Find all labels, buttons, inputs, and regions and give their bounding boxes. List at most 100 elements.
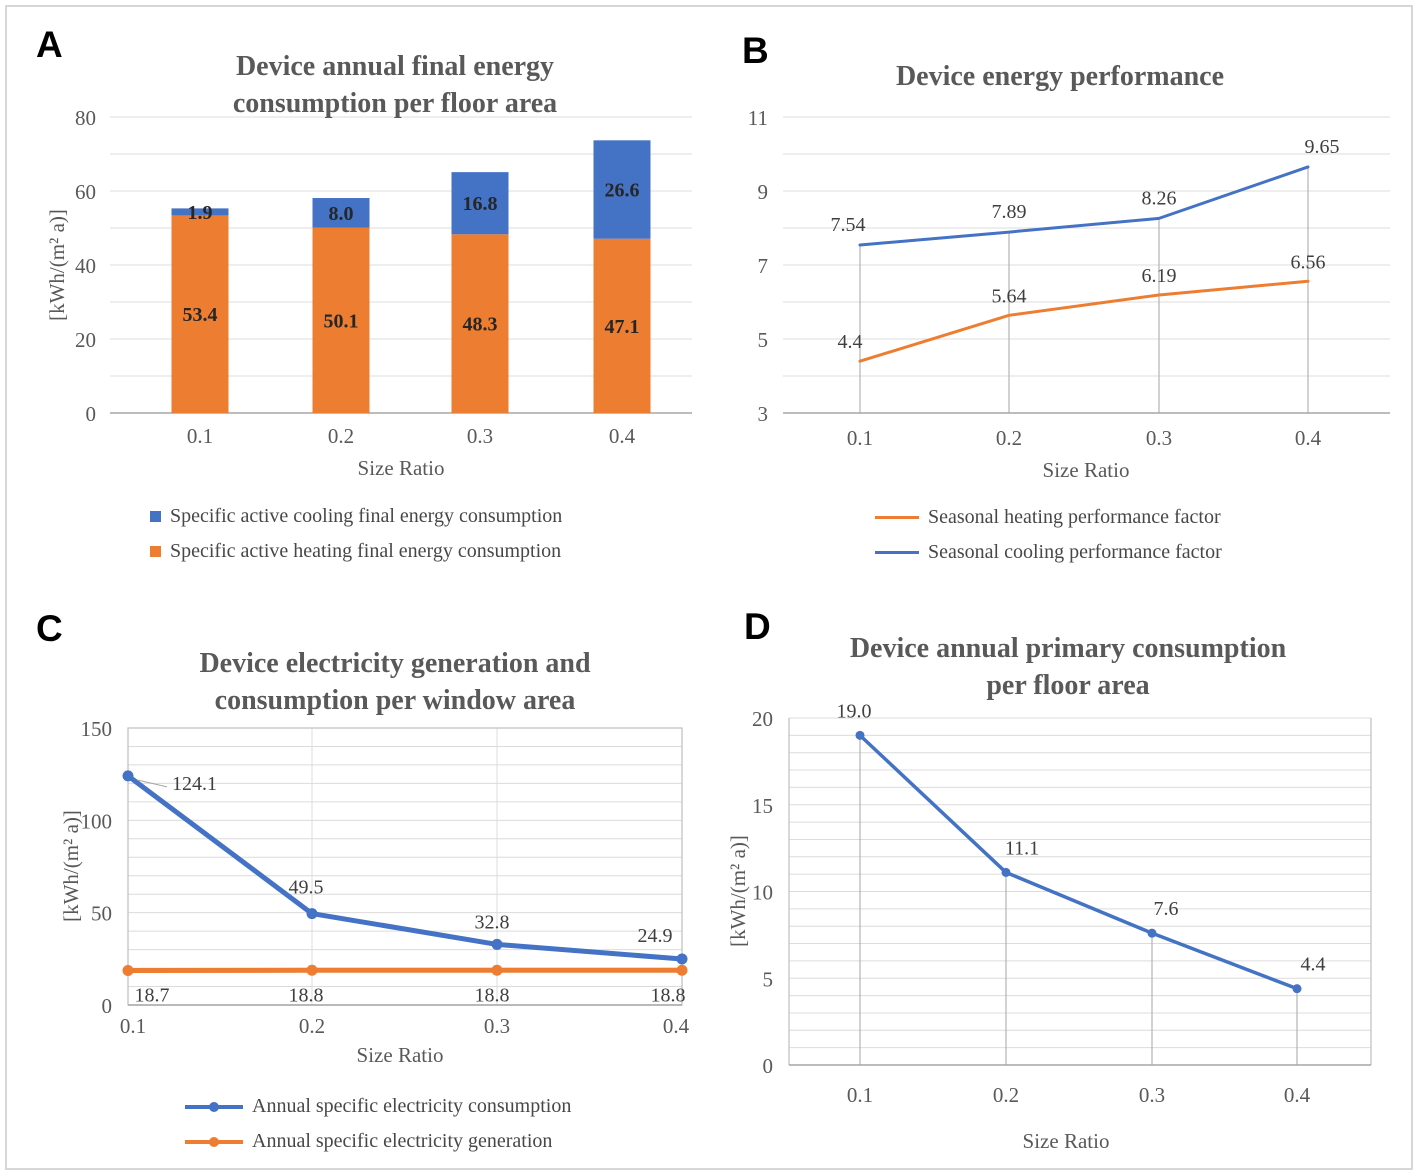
chart-title-c: Device electricity generation and consum…: [199, 648, 591, 716]
svg-text:7.6: 7.6: [1154, 898, 1179, 920]
svg-text:0.2: 0.2: [299, 1014, 325, 1038]
chart-title-d: Device annual primary consumption per fl…: [849, 633, 1287, 701]
svg-text:50: 50: [91, 902, 112, 926]
svg-text:53.4: 53.4: [183, 304, 218, 326]
svg-text:10: 10: [752, 881, 773, 905]
svg-text:0.3: 0.3: [467, 424, 493, 448]
svg-text:18.8: 18.8: [475, 984, 510, 1006]
svg-text:7.54: 7.54: [831, 214, 866, 236]
legend-marker-cooling-line: [875, 551, 919, 554]
svg-text:[kWh/(m² a)]: [kWh/(m² a)]: [59, 810, 83, 922]
svg-text:6.19: 6.19: [1142, 265, 1177, 287]
svg-text:7.89: 7.89: [992, 201, 1027, 223]
svg-text:0.4: 0.4: [663, 1014, 690, 1038]
svg-text:9: 9: [758, 180, 769, 204]
svg-text:0.1: 0.1: [847, 1083, 873, 1107]
svg-text:0.4: 0.4: [1284, 1083, 1311, 1107]
svg-text:150: 150: [81, 717, 113, 741]
svg-text:8.0: 8.0: [329, 203, 354, 225]
legend-label: Seasonal cooling performance factor: [928, 541, 1222, 563]
svg-text:18.8: 18.8: [651, 984, 686, 1006]
legend-panel-c: Annual specific electricity consumption …: [185, 1095, 571, 1153]
svg-text:0.4: 0.4: [1295, 426, 1322, 450]
svg-text:9.65: 9.65: [1305, 136, 1340, 158]
chart-title-a: Device annual final energy consumption p…: [232, 51, 558, 119]
legend-item-electricity-generation: Annual specific electricity generation: [185, 1130, 571, 1153]
svg-text:0.1: 0.1: [847, 426, 873, 450]
svg-text:8.26: 8.26: [1142, 187, 1177, 209]
svg-text:24.9: 24.9: [638, 925, 673, 947]
svg-text:4.4: 4.4: [1301, 954, 1326, 976]
svg-text:100: 100: [81, 809, 113, 833]
legend-panel-b: Seasonal heating performance factor Seas…: [875, 506, 1222, 564]
legend-marker-generation-linedot: [185, 1136, 243, 1147]
svg-text:0.2: 0.2: [996, 426, 1022, 450]
svg-text:0.1: 0.1: [120, 1014, 146, 1038]
svg-text:11.1: 11.1: [1005, 837, 1039, 859]
legend-item-heating-factor: Seasonal heating performance factor: [875, 506, 1222, 529]
svg-text:1.9: 1.9: [188, 202, 213, 224]
legend-label: Specific active cooling final energy con…: [170, 505, 563, 527]
panel-letter-b: B: [742, 30, 769, 71]
svg-text:5: 5: [758, 328, 769, 352]
svg-text:0.2: 0.2: [993, 1083, 1019, 1107]
legend-label: Annual specific electricity consumption: [252, 1095, 572, 1117]
svg-text:Size Ratio: Size Ratio: [1023, 1129, 1110, 1153]
legend-label: Annual specific electricity generation: [252, 1130, 553, 1152]
svg-text:26.6: 26.6: [605, 180, 640, 202]
svg-text:20: 20: [752, 707, 773, 731]
svg-text:0: 0: [763, 1054, 774, 1078]
svg-text:5: 5: [763, 967, 774, 991]
legend-label: Specific active heating final energy con…: [170, 540, 562, 562]
svg-text:18.8: 18.8: [289, 984, 324, 1006]
svg-text:0.3: 0.3: [484, 1014, 510, 1038]
chart-title-b: Device energy performance: [895, 61, 1225, 92]
svg-text:[kWh/(m² a)]: [kWh/(m² a)]: [726, 835, 750, 947]
panel-letter-c: C: [36, 608, 63, 649]
panel-letter-d: D: [744, 606, 771, 647]
svg-text:20: 20: [75, 328, 96, 352]
svg-text:47.1: 47.1: [605, 316, 640, 338]
svg-text:0.3: 0.3: [1139, 1083, 1165, 1107]
svg-text:0.2: 0.2: [328, 424, 354, 448]
panel-letter-a: A: [36, 24, 63, 65]
svg-text:0.3: 0.3: [1146, 426, 1172, 450]
svg-text:16.8: 16.8: [463, 193, 498, 215]
svg-text:50.1: 50.1: [324, 310, 359, 332]
legend-item-cooling-consumption: Specific active cooling final energy con…: [150, 505, 562, 528]
svg-text:0: 0: [86, 402, 97, 426]
svg-text:0.1: 0.1: [187, 424, 213, 448]
svg-text:32.8: 32.8: [475, 911, 510, 933]
svg-text:18.7: 18.7: [135, 984, 170, 1006]
legend-item-electricity-consumption: Annual specific electricity consumption: [185, 1095, 571, 1118]
legend-item-heating-consumption: Specific active heating final energy con…: [150, 540, 562, 563]
svg-text:80: 80: [75, 106, 96, 130]
svg-text:Size Ratio: Size Ratio: [357, 1043, 444, 1067]
legend-marker-cooling-square: [150, 511, 161, 522]
svg-text:Size Ratio: Size Ratio: [1043, 458, 1130, 482]
legend-label: Seasonal heating performance factor: [928, 506, 1221, 528]
svg-text:40: 40: [75, 254, 96, 278]
legend-marker-heating-line: [875, 516, 919, 519]
svg-text:7: 7: [758, 254, 769, 278]
svg-text:60: 60: [75, 180, 96, 204]
svg-text:19.0: 19.0: [837, 700, 872, 722]
svg-text:6.56: 6.56: [1291, 251, 1326, 273]
svg-text:3: 3: [758, 402, 769, 426]
svg-text:Size Ratio: Size Ratio: [358, 456, 445, 480]
legend-panel-a: Specific active cooling final energy con…: [150, 505, 562, 563]
svg-text:49.5: 49.5: [289, 877, 324, 899]
svg-text:48.3: 48.3: [463, 314, 498, 336]
svg-text:4.4: 4.4: [838, 331, 863, 353]
svg-text:124.1: 124.1: [172, 773, 217, 795]
legend-marker-heating-square: [150, 546, 161, 557]
legend-item-cooling-factor: Seasonal cooling performance factor: [875, 541, 1222, 564]
svg-text:0.4: 0.4: [609, 424, 636, 448]
svg-text:[kWh/(m² a)]: [kWh/(m² a)]: [45, 209, 69, 321]
legend-marker-consumption-linedot: [185, 1101, 243, 1112]
svg-text:5.64: 5.64: [992, 285, 1027, 307]
svg-text:0: 0: [102, 994, 113, 1018]
svg-text:15: 15: [752, 794, 773, 818]
